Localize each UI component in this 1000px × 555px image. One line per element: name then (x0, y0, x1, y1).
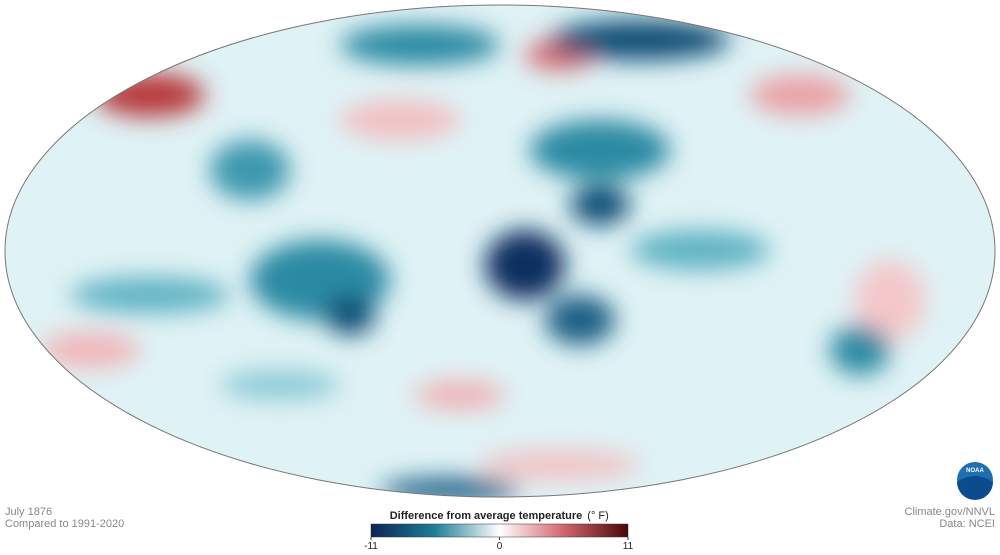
scale-tick-label: 0 (497, 541, 503, 552)
temperature-map (5, 5, 995, 497)
noaa-logo: NOAA (957, 462, 993, 500)
date: July 1876 (5, 506, 52, 518)
color-scale (370, 523, 629, 538)
scale-tick-label: -11 (364, 541, 378, 552)
scale-tick-label: 11 (623, 541, 634, 552)
baseline: Compared to 1991-2020 (5, 518, 124, 530)
legend-unit: (° F) (587, 510, 609, 522)
globe-outline (4, 4, 996, 498)
site-credit: Climate.gov/NNVL (905, 506, 995, 518)
logo-text: NOAA (966, 468, 984, 474)
legend-title: Difference from average temperature (390, 510, 583, 522)
anomaly-field (40, 20, 925, 497)
data-credit: Data: NCEI (939, 518, 995, 530)
